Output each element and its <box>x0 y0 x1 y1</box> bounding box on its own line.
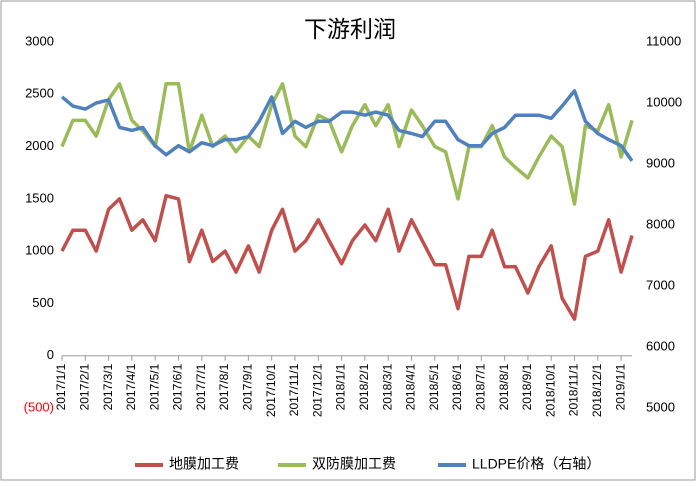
legend-label: LLDPE价格（右轴） <box>472 456 600 472</box>
y-tick-label: (500) <box>24 399 54 414</box>
x-tick-label: 2018/3/1 <box>380 363 394 410</box>
y-tick-label: 0 <box>47 347 54 362</box>
y2-tick-label: 10000 <box>646 94 682 109</box>
y-tick-label: 1500 <box>25 190 54 205</box>
x-tick-label: 2017/6/1 <box>171 363 185 410</box>
x-tick-label: 2018/2/1 <box>357 363 371 410</box>
y-tick-label: 1000 <box>25 243 54 258</box>
x-tick-label: 2019/1/1 <box>613 363 627 410</box>
x-tick-label: 2018/11/1 <box>567 363 581 416</box>
x-tick-label: 2018/7/1 <box>474 363 488 410</box>
x-tick-label: 2018/4/1 <box>404 363 418 410</box>
x-tick-label: 2017/1/1 <box>54 363 68 410</box>
y2-tick-label: 9000 <box>646 155 675 170</box>
series-line <box>60 82 634 206</box>
y2-tick-label: 11000 <box>646 33 681 48</box>
legend-label: 双防膜加工费 <box>312 456 396 472</box>
x-tick-label: 2018/5/1 <box>427 363 441 410</box>
x-tick-label: 2018/1/1 <box>334 363 348 410</box>
legend-label: 地膜加工费 <box>169 456 239 472</box>
x-tick-label: 2017/8/1 <box>217 363 231 410</box>
series-line <box>60 193 634 321</box>
x-tick-label: 2018/6/1 <box>450 363 464 410</box>
y2-tick-label: 8000 <box>646 216 675 231</box>
x-tick-label: 2018/10/1 <box>543 363 557 417</box>
x-tick-label: 2017/5/1 <box>147 363 161 410</box>
x-tick-label: 2017/10/1 <box>264 363 278 417</box>
x-tick-label: 2017/7/1 <box>194 363 208 410</box>
x-tick-label: 2017/4/1 <box>124 363 138 410</box>
x-tick-label: 2017/2/1 <box>77 363 91 410</box>
y2-tick-label: 7000 <box>646 277 675 292</box>
y-tick-label: 2500 <box>25 86 54 101</box>
y2-tick-label: 6000 <box>646 338 675 353</box>
chart-title: 下游利润 <box>304 16 396 42</box>
y2-tick-label: 5000 <box>646 399 675 414</box>
x-tick-label: 2017/3/1 <box>101 363 115 410</box>
x-tick-label: 2018/9/1 <box>520 363 534 410</box>
x-tick-label: 2017/12/1 <box>310 363 324 417</box>
y-tick-label: 3000 <box>25 33 54 48</box>
x-tick-label: 2017/11/1 <box>287 363 301 416</box>
y-tick-label: 500 <box>32 295 54 310</box>
x-tick-label: 2017/9/1 <box>241 363 255 410</box>
series-line <box>60 89 634 162</box>
y-tick-label: 2000 <box>25 138 54 153</box>
x-tick-label: 2018/12/1 <box>590 363 604 417</box>
x-tick-label: 2018/8/1 <box>497 363 511 410</box>
